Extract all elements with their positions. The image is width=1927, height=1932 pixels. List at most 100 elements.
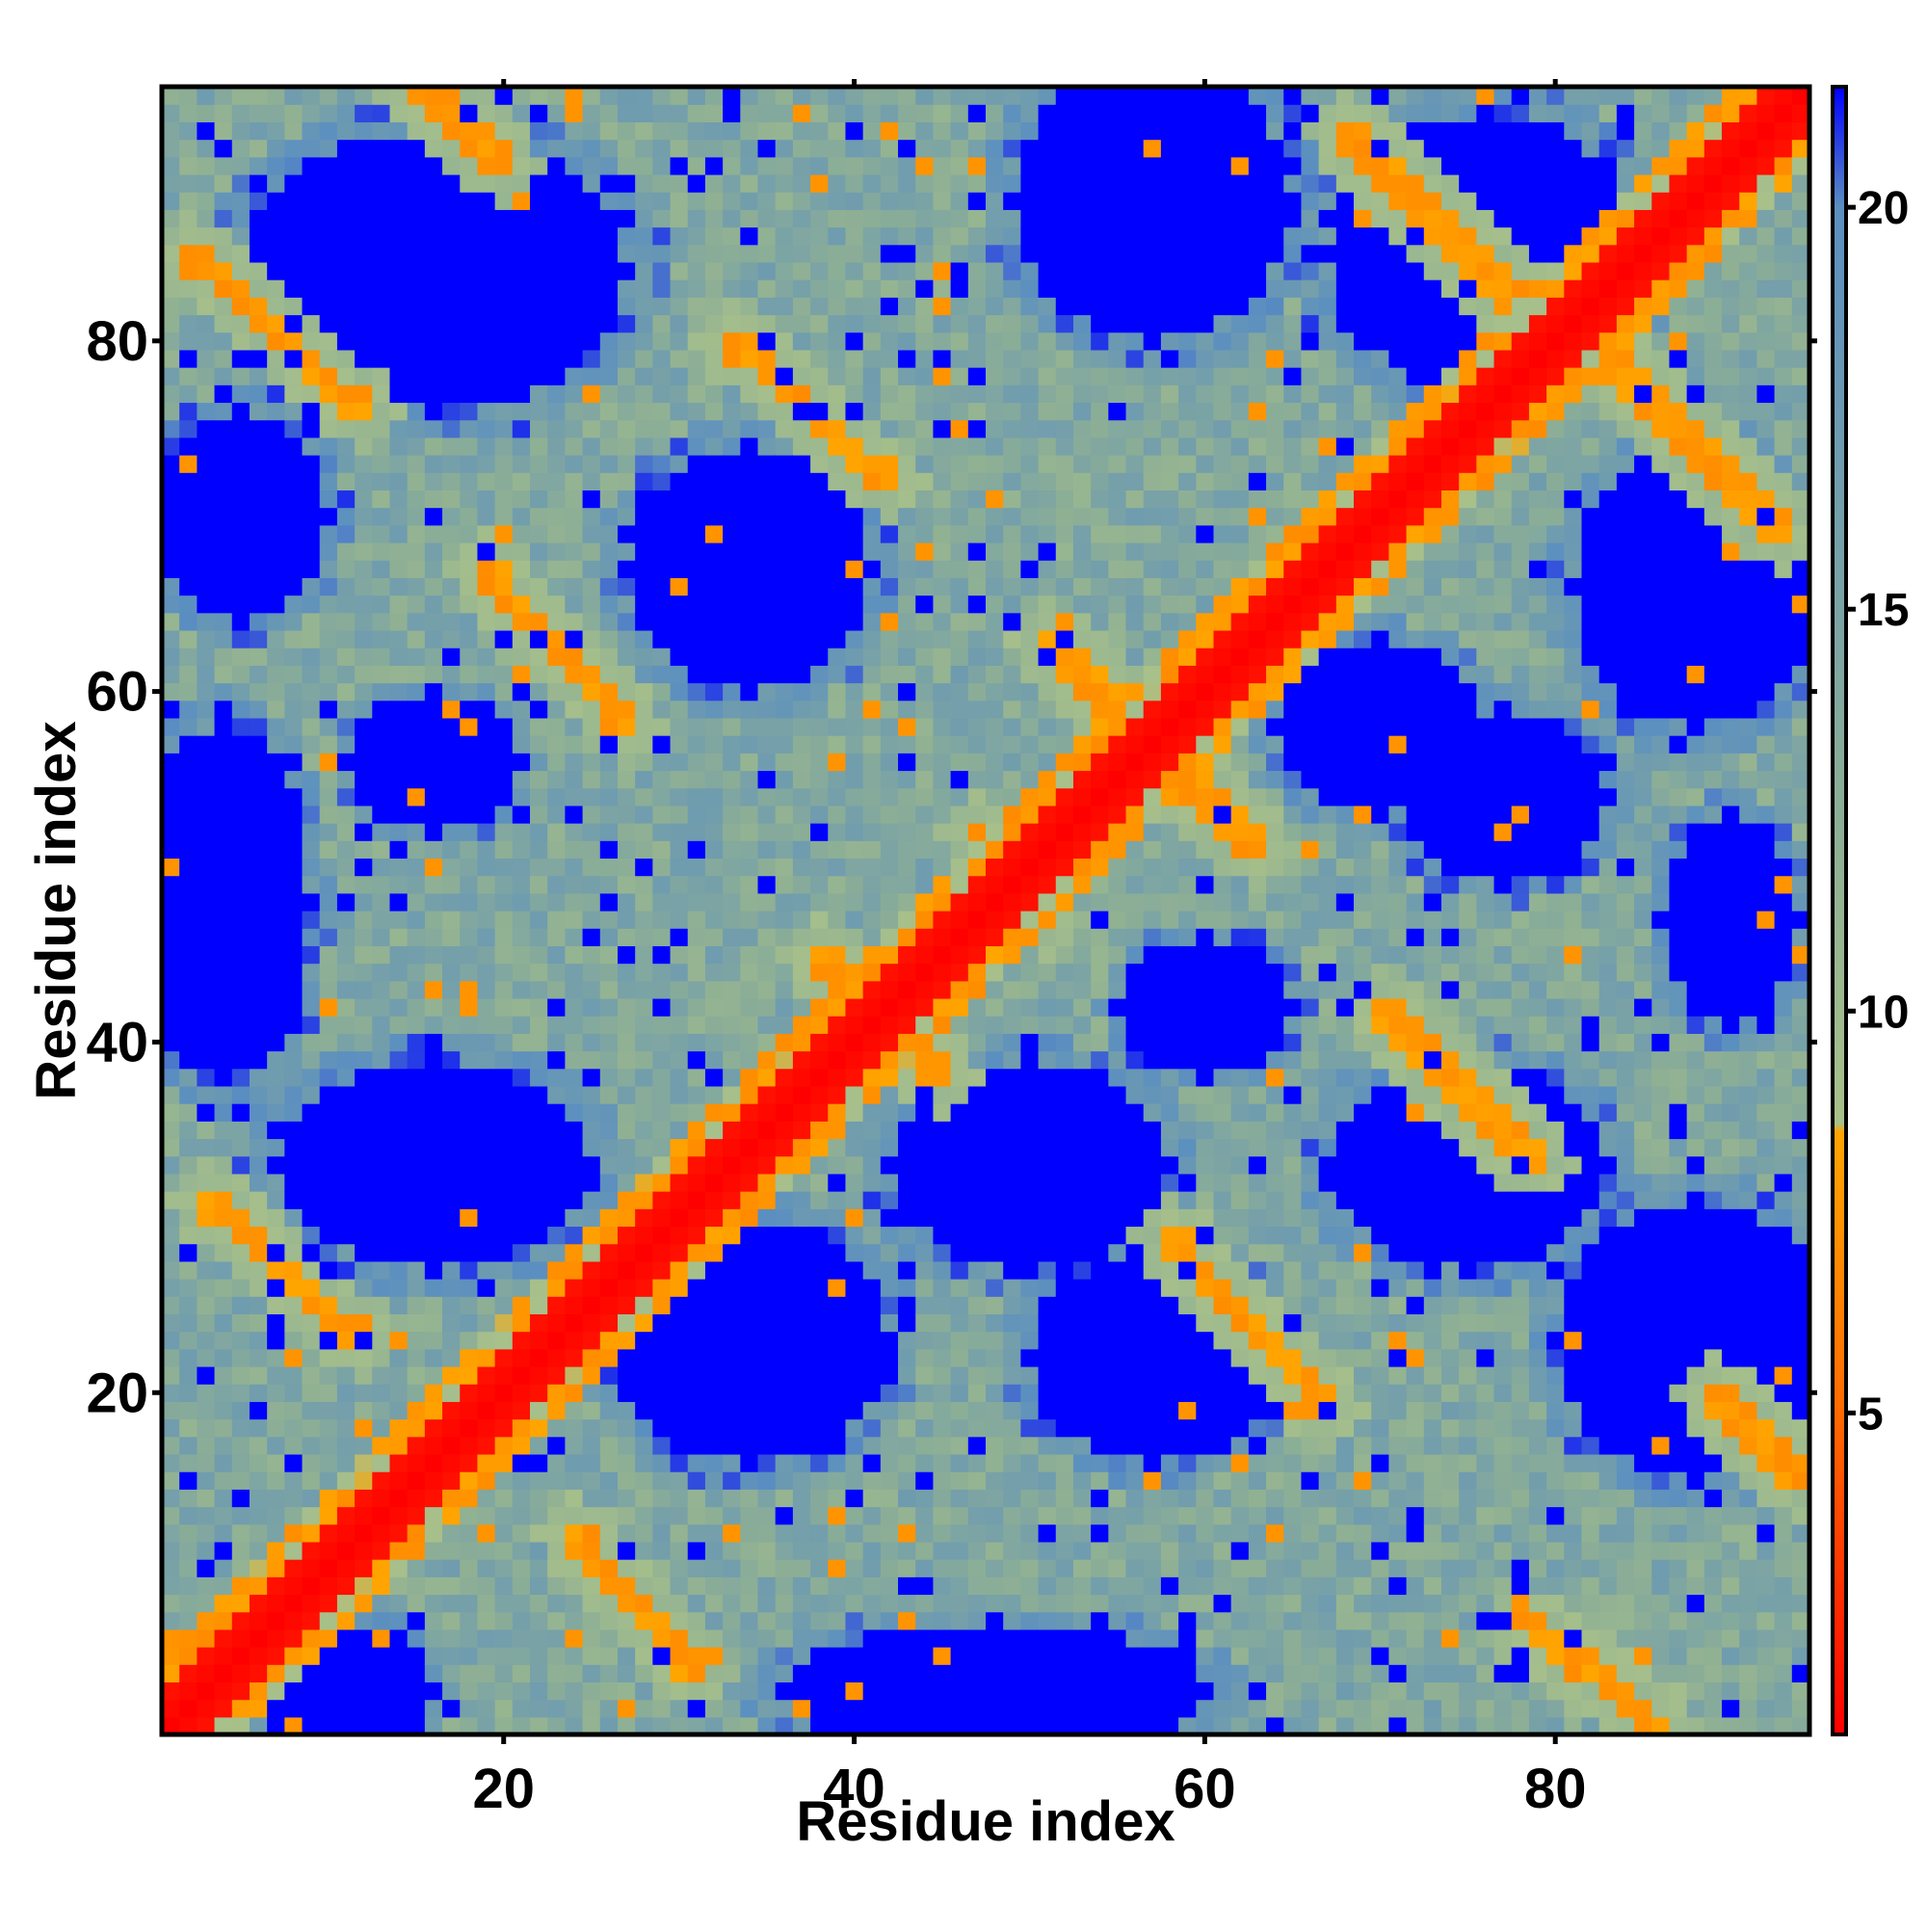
heatmap-cell <box>687 1068 706 1087</box>
heatmap-cell <box>267 1050 285 1070</box>
heatmap-cell <box>197 1243 216 1262</box>
heatmap-cell <box>231 717 251 736</box>
heatmap-cell <box>302 1418 321 1438</box>
heatmap-cell <box>1003 1331 1021 1350</box>
heatmap-cell <box>530 297 548 316</box>
heatmap-cell <box>1020 490 1040 509</box>
heatmap-cell <box>162 892 180 912</box>
heatmap-cell <box>986 156 1004 175</box>
heatmap-cell <box>512 1506 531 1525</box>
heatmap-cell <box>1020 823 1040 841</box>
heatmap-cell <box>231 297 251 316</box>
heatmap-cell <box>635 1559 653 1577</box>
heatmap-cell <box>197 1033 216 1052</box>
heatmap-cell <box>792 963 811 982</box>
heatmap-cell <box>635 1085 653 1104</box>
heatmap-cell <box>1020 1523 1040 1543</box>
heatmap-cell <box>1072 1016 1092 1034</box>
heatmap-cell <box>740 1296 759 1314</box>
heatmap-cell <box>898 858 916 877</box>
heatmap-cell <box>267 1647 285 1665</box>
heatmap-cell <box>284 840 304 860</box>
heatmap-cell <box>775 1611 794 1630</box>
heatmap-cell <box>302 1208 321 1228</box>
heatmap-cell <box>933 279 952 298</box>
heatmap-cell <box>1003 542 1021 561</box>
heatmap-cell <box>1003 1384 1021 1402</box>
heatmap-cell <box>986 1208 1004 1228</box>
heatmap-cell <box>599 139 619 158</box>
heatmap-cell <box>565 1506 584 1525</box>
heatmap-cell <box>424 875 443 894</box>
heatmap-cell <box>372 1471 391 1490</box>
heatmap-cell <box>1003 823 1021 841</box>
heatmap-cell <box>460 577 479 596</box>
heatmap-cell <box>670 1313 689 1333</box>
heatmap-cell <box>933 629 952 648</box>
heatmap-cell <box>1072 963 1092 982</box>
heatmap-cell <box>862 1208 882 1228</box>
heatmap-cell <box>810 595 829 614</box>
heatmap-cell <box>967 1331 987 1350</box>
heatmap-cell <box>214 648 233 666</box>
heatmap-cell <box>442 104 461 122</box>
heatmap-cell <box>372 192 391 210</box>
heatmap-cell <box>336 805 356 824</box>
heatmap-cell <box>336 507 356 526</box>
heatmap-cell <box>1038 1523 1057 1543</box>
heatmap-cell <box>424 1068 443 1087</box>
heatmap-cell <box>162 1611 180 1630</box>
heatmap-cell <box>530 1068 548 1087</box>
heatmap-cell <box>1072 104 1092 122</box>
heatmap-cell <box>336 1016 356 1034</box>
heatmap-cell <box>652 1506 672 1525</box>
heatmap-cell <box>757 1506 777 1525</box>
heatmap-cell <box>512 1611 531 1630</box>
heatmap-cell <box>267 1664 285 1683</box>
heatmap-cell <box>1038 648 1057 666</box>
heatmap-cell <box>1003 997 1021 1017</box>
heatmap-cell <box>162 787 180 807</box>
heatmap-cell <box>565 1121 584 1140</box>
heatmap-cell <box>898 700 916 719</box>
heatmap-cell <box>757 1716 777 1735</box>
heatmap-cell <box>336 1226 356 1245</box>
heatmap-cell <box>967 455 987 473</box>
heatmap-cell <box>336 1121 356 1140</box>
heatmap-cell <box>231 1085 251 1104</box>
heatmap-cell <box>547 1523 566 1543</box>
heatmap-cell <box>915 980 935 999</box>
heatmap-cell <box>530 1085 548 1104</box>
heatmap-cell <box>1072 1050 1092 1070</box>
heatmap-cell <box>933 507 952 526</box>
heatmap-cell <box>915 1296 935 1314</box>
heatmap-cell <box>652 875 672 894</box>
heatmap-cell <box>1038 1471 1057 1490</box>
heatmap-cell <box>845 524 864 543</box>
heatmap-cell <box>477 1453 496 1472</box>
heatmap-cell <box>530 577 548 596</box>
heatmap-cell <box>267 1506 285 1525</box>
heatmap-cell <box>898 542 916 561</box>
heatmap-cell <box>512 1208 531 1228</box>
heatmap-cell <box>704 314 724 333</box>
heatmap-cell <box>389 805 409 824</box>
heatmap-cell <box>512 980 531 999</box>
heatmap-cell <box>249 928 268 946</box>
heatmap-cell <box>267 472 285 490</box>
heatmap-cell <box>757 1647 777 1665</box>
heatmap-cell <box>1072 1506 1092 1525</box>
heatmap-cell <box>197 87 216 105</box>
heatmap-cell <box>319 753 338 772</box>
heatmap-cell <box>723 1401 741 1420</box>
heatmap-cell <box>1055 595 1074 614</box>
heatmap-cell <box>494 1594 514 1613</box>
heatmap-cell <box>687 1471 706 1490</box>
heatmap-cell <box>231 1313 251 1333</box>
heatmap-cell <box>775 1138 794 1157</box>
heatmap-cell <box>898 612 916 631</box>
heatmap-cell <box>477 1489 496 1508</box>
heatmap-cell <box>898 1611 916 1630</box>
heatmap-cell <box>302 770 321 789</box>
heatmap-cell <box>757 963 777 982</box>
